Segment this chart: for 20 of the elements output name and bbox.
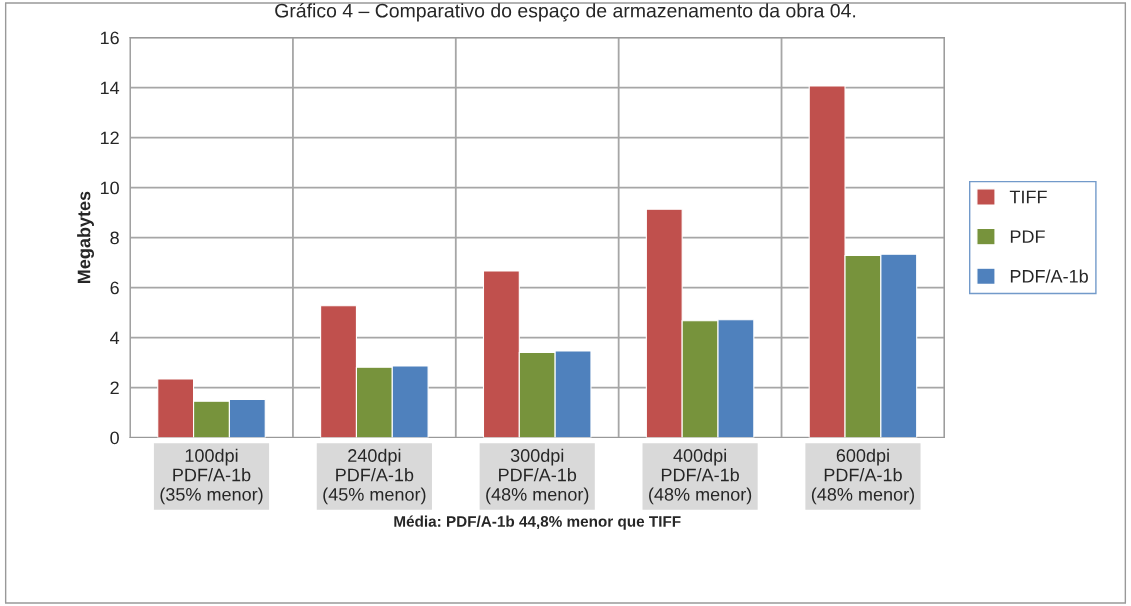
y-tick-label: 2	[110, 381, 119, 395]
legend-label: TIFF	[1009, 190, 1047, 204]
x-axis-title: Média: PDF/A-1b 44,8% menor que TIFF	[394, 515, 681, 530]
y-tick-label: 6	[110, 281, 119, 295]
x-tick-label: 300dpi PDF/A-1b (48% menor)	[486, 448, 589, 505]
x-tick-label: 400dpi PDF/A-1b (48% menor)	[649, 448, 752, 505]
legend-label: PDF/A-1b	[1010, 269, 1088, 283]
y-tick-label: 8	[110, 231, 119, 245]
y-tick-label: 10	[100, 181, 119, 195]
y-tick-label: 16	[100, 31, 119, 45]
y-tick-label: 0	[110, 431, 119, 445]
chart-title: Gráfico 4 – Comparativo do espaço de armazenamento da obra 04.	[275, 3, 856, 22]
legend-label: PDF	[1010, 230, 1045, 243]
x-tick-label: 600dpi PDF/A-1b (48% menor)	[811, 448, 915, 505]
y-tick-label: 4	[110, 331, 120, 345]
x-tick-label: 240dpi PDF/A-1b (45% menor)	[323, 448, 426, 505]
x-tick-label: 100dpi PDF/A-1b (35% menor)	[160, 448, 263, 505]
y-tick-label: 12	[100, 131, 119, 145]
y-axis-title: Megabytes	[77, 191, 95, 283]
y-tick-label: 14	[100, 81, 120, 95]
